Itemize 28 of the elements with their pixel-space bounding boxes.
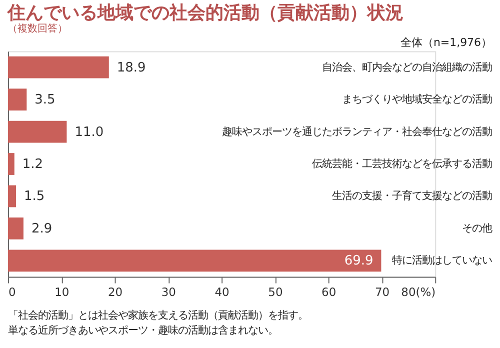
y-tick-label: 特に活動はしていない (392, 254, 492, 267)
x-tick-label: 70 (374, 285, 390, 300)
x-tick-label: 30 (161, 285, 176, 300)
x-tick-label: 50 (268, 285, 283, 300)
x-tick-label: 80(%) (401, 285, 436, 300)
y-tick-label: 生活の支援・子育て支援などの活動 (332, 190, 492, 202)
text: 全体（n=1,976） (400, 36, 492, 50)
data-label: 3.5 (34, 92, 56, 108)
y-tick-label: まちづくりや地域安全などの活動 (342, 94, 492, 106)
data-label: 2.9 (31, 221, 52, 236)
x-tick-label: 40 (214, 285, 230, 300)
y-tick-label: 伝統芸能・工芸技術などを伝承する活動 (312, 158, 492, 170)
y-tick-label: その他 (462, 222, 492, 234)
data-label: 1.2 (22, 157, 43, 172)
chart-title: 住んでいる地域での社会的活動（貢献活動）状況 (6, 2, 404, 24)
y-tick-label: 趣味やスポーツを通じたボランティア・社会奉仕などの活動 (222, 126, 492, 138)
x-tick-label: 10 (54, 285, 70, 300)
data-label: 11.0 (74, 124, 104, 140)
data-label: 69.9 (344, 254, 374, 269)
text: 単なる近所づきあいやスポーツ・趣味の活動は含まれない。 (8, 324, 278, 337)
data-label: 18.9 (116, 60, 146, 76)
x-tick-label: 20 (108, 285, 123, 300)
y-tick-label: 自治会、町内会などの自治組織の活動 (322, 61, 492, 74)
x-tick-label: 0 (8, 285, 16, 300)
chart-subtitle: （複数回答） (7, 22, 68, 34)
x-tick-label: 60 (322, 285, 336, 300)
data-label: 1.5 (24, 189, 45, 204)
text: 「社会的活動」とは社会や家族を支える活動（貢献活動）を指す。 (8, 310, 308, 322)
